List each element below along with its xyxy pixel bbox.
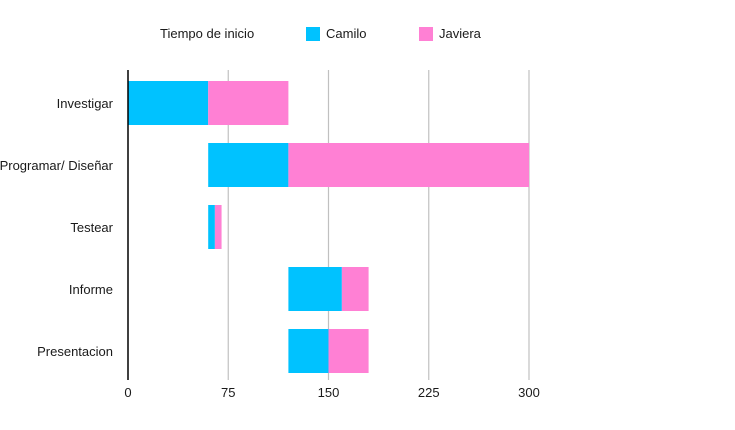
bar-camilo-0 <box>128 81 209 125</box>
legend-swatch-camilo <box>306 26 320 41</box>
x-tick-label-4: 300 <box>518 385 540 400</box>
x-tick-label-3: 225 <box>418 385 440 400</box>
bar-javiera-3 <box>341 267 369 311</box>
y-tick-label-2: Testear <box>70 220 113 235</box>
bar-camilo-3 <box>288 267 342 311</box>
bar-javiera-0 <box>208 81 289 125</box>
legend-label-javiera: Javiera <box>439 26 481 41</box>
bar-javiera-1 <box>288 143 529 187</box>
legend-swatch-javiera <box>419 26 433 41</box>
x-tick-label-2: 150 <box>318 385 340 400</box>
y-tick-label-0: Investigar <box>57 96 114 111</box>
legend: Tiempo de inicio Camilo Javiera <box>0 24 735 44</box>
y-tick-label-4: Presentacion <box>37 344 113 359</box>
bar-javiera-4 <box>328 329 369 373</box>
bar-camilo-4 <box>288 329 329 373</box>
x-tick-label-0: 0 <box>124 385 131 400</box>
x-tick-label-1: 75 <box>221 385 235 400</box>
y-tick-label-1: Programar/ Diseñar <box>0 158 114 173</box>
bar-camilo-2 <box>208 205 215 249</box>
bar-camilo-1 <box>208 143 289 187</box>
y-tick-label-3: Informe <box>69 282 113 297</box>
legend-item-javiera: Javiera <box>419 26 481 41</box>
legend-item-camilo: Camilo <box>306 26 366 41</box>
bar-javiera-2 <box>214 205 222 249</box>
legend-start-label: Tiempo de inicio <box>160 26 255 41</box>
legend-label-camilo: Camilo <box>326 26 367 41</box>
